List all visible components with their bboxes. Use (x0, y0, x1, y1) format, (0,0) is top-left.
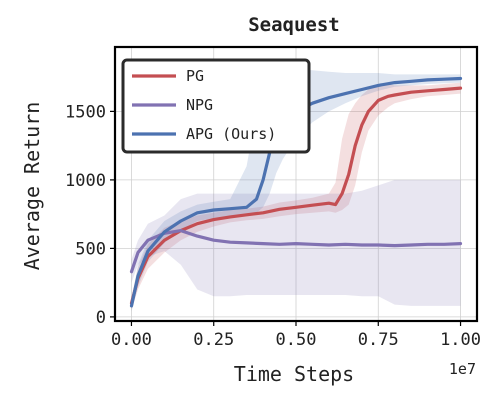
x-tick-label: 0.50 (276, 330, 317, 350)
line-pg (129, 86, 463, 305)
legend-label-npg: NPG (186, 96, 213, 114)
legend-items: PG NPG APG (Ours) (132, 67, 276, 143)
x-tick-label: 0.75 (358, 330, 399, 350)
y-axis-label: Average Return (20, 102, 44, 271)
legend: PG NPG APG (Ours) (121, 58, 311, 154)
chart-title: Seaquest (248, 14, 340, 36)
y-tick-label: 1000 (65, 171, 106, 191)
x-axis-scale-factor: 1e7 (449, 360, 476, 378)
x-axis-label: Time Steps (234, 362, 354, 386)
line-npg (129, 229, 463, 274)
legend-label-pg: PG (186, 67, 204, 85)
y-tick-label: 0 (96, 308, 106, 328)
legend-box (121, 58, 311, 154)
axis-ticks: 0.00 0.25 0.50 0.75 1.00 0 500 1000 1500 (65, 102, 481, 350)
x-tick-label: 1.00 (440, 330, 481, 350)
x-tick-label: 0.25 (193, 330, 234, 350)
y-tick-label: 1500 (65, 102, 106, 122)
x-tick-label: 0.00 (111, 330, 152, 350)
y-tick-label: 500 (75, 239, 106, 259)
legend-label-apg-ours: APG (Ours) (186, 125, 276, 143)
